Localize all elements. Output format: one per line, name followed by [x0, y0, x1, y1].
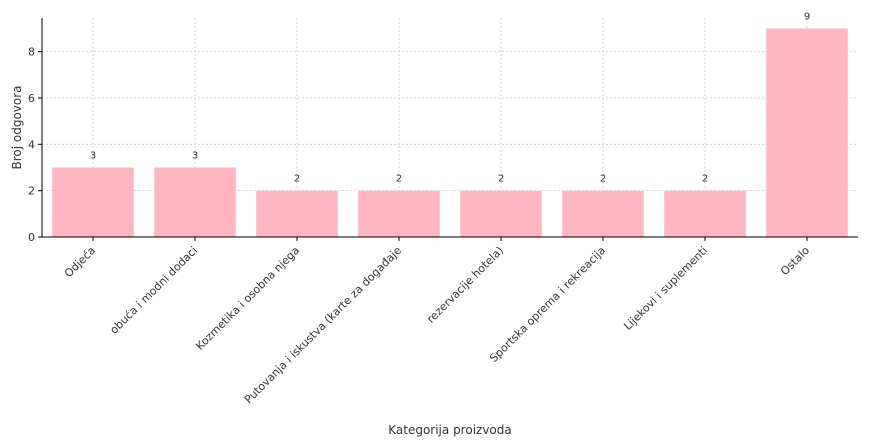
bar-value-label: 2 — [600, 174, 606, 185]
y-tick-label: 8 — [28, 46, 35, 59]
x-axis-title: Kategorija proizvoda — [388, 423, 512, 437]
bar — [154, 167, 236, 237]
bar-value-label: 3 — [90, 150, 96, 161]
x-tick-label: Odjeća — [62, 244, 98, 280]
x-tick-label: Lijekovi i suplementi — [621, 244, 710, 333]
bars — [52, 28, 848, 237]
axes — [41, 18, 858, 238]
y-axis-title: Broj odgovora — [10, 85, 24, 169]
bar-value-label: 2 — [396, 174, 402, 185]
bar — [52, 167, 134, 237]
y-tick-label: 0 — [28, 231, 35, 244]
bar — [562, 190, 644, 237]
bar-value-label: 3 — [192, 150, 198, 161]
y-ticks: 0 2 4 6 8 — [28, 46, 42, 244]
bar — [256, 190, 338, 237]
bar-value-label: 2 — [702, 174, 708, 185]
x-tick-label: obuća i modni dodaci — [107, 244, 200, 337]
x-tick-label: Kozmetika i osobna njega — [193, 244, 302, 353]
y-tick-label: 4 — [28, 138, 35, 151]
y-tick-label: 6 — [28, 92, 35, 105]
x-tick-label: Sportska oprema i rekreacija — [487, 244, 608, 365]
bar — [766, 28, 848, 237]
bar — [358, 190, 440, 237]
bar — [460, 190, 542, 237]
bar-value-label: 2 — [294, 174, 300, 185]
x-tick-label: Ostalo — [778, 244, 812, 278]
bar-value-label: 2 — [498, 174, 504, 185]
bar — [664, 190, 746, 237]
y-tick-label: 2 — [28, 185, 35, 198]
x-tick-label: Putovanja i iskustva (karte za događaje — [242, 244, 404, 406]
x-tick-label: rezervacije hotela) — [424, 244, 506, 326]
data-labels: 3 3 2 2 2 2 2 9 — [90, 11, 810, 184]
bar-value-label: 9 — [804, 11, 810, 22]
